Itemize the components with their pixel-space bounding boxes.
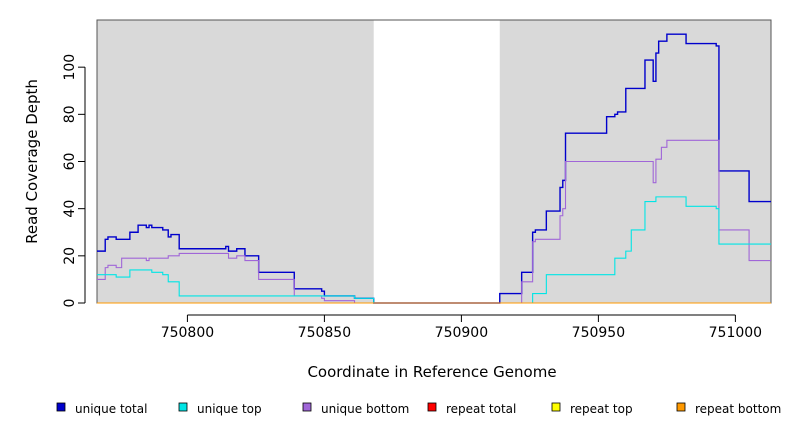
series-lines — [97, 33, 771, 304]
legend: unique total unique top unique bottom repea… — [56, 402, 781, 416]
y-axis-title: Read Coverage Depth — [23, 79, 41, 244]
y-tick-label: 60 — [62, 153, 78, 171]
legend-label: unique total — [75, 402, 147, 416]
x-tick-label: 751000 — [709, 325, 762, 341]
legend-swatch — [56, 402, 66, 412]
legend-label: repeat bottom — [695, 402, 781, 416]
shaded-region-1 — [97, 20, 374, 303]
y-tick-label: 0 — [62, 299, 78, 308]
legend-label: unique bottom — [321, 402, 409, 416]
y-tick-label: 20 — [62, 247, 78, 265]
legend-label: repeat top — [570, 402, 633, 416]
x-tick-label: 750900 — [435, 325, 488, 341]
legend-label: unique top — [197, 402, 262, 416]
y-axis: 0 20 40 60 80 100 — [62, 54, 86, 308]
legend-swatch — [302, 402, 312, 412]
legend-label: repeat total — [446, 402, 516, 416]
x-axis-title: Coordinate in Reference Genome — [307, 363, 556, 381]
x-tick-label: 750800 — [161, 325, 214, 341]
x-tick-label: 750850 — [298, 325, 351, 341]
y-tick-label: 100 — [62, 54, 78, 81]
legend-swatch — [427, 402, 437, 412]
x-tick-label: 750950 — [572, 325, 625, 341]
shaded-regions — [97, 20, 771, 303]
legend-swatch — [551, 402, 561, 412]
y-tick-label: 80 — [62, 105, 78, 123]
legend-swatch — [676, 402, 686, 412]
legend-swatch — [178, 402, 188, 412]
y-tick-label: 40 — [62, 200, 78, 218]
x-axis: 750800 750850 750900 750950 751000 — [161, 314, 762, 341]
